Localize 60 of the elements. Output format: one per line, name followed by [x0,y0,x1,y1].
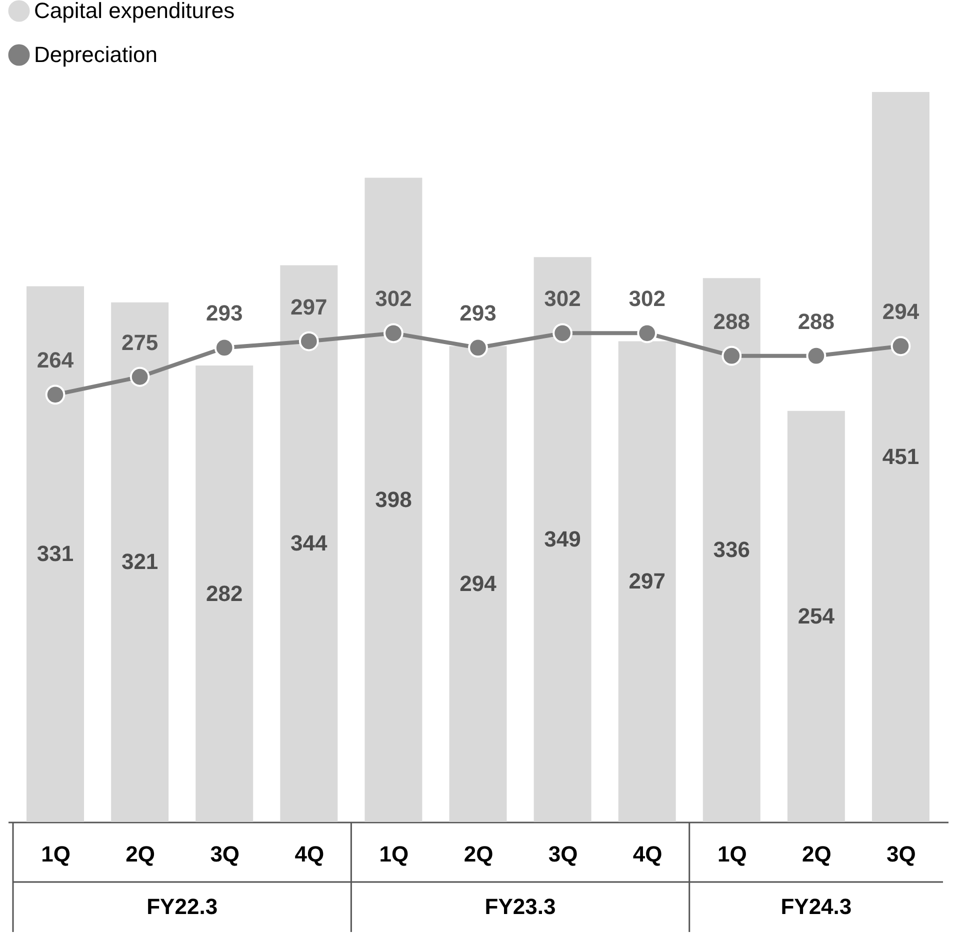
bar [196,366,254,822]
bar [534,257,592,822]
point [806,346,826,366]
legend-label: Capital expenditures [34,0,235,23]
data-label: 254 [798,603,836,628]
point [214,338,234,358]
text: FY22.3 [146,894,218,919]
bar [618,341,676,822]
bar [787,410,845,822]
text: FY23.3 [484,894,556,919]
point [468,338,488,358]
data-label: 288 [798,308,835,334]
x-tick-label: 3Q [886,842,916,866]
point [298,331,319,352]
legend-label: Depreciation [34,42,158,67]
x-tick-label: 2Q [802,842,832,866]
data-label: 264 [36,348,74,373]
bar [872,92,930,822]
point [130,366,150,387]
data-label: 275 [121,330,158,355]
x-tick-label: 1Q [41,842,70,866]
bar [111,302,169,822]
point [384,323,404,344]
point [45,384,66,405]
data-label: 344 [290,530,328,556]
data-label: 288 [713,308,750,334]
data-label: 398 [375,486,412,512]
data-label: 293 [206,300,243,326]
data-label: 282 [206,580,243,606]
x-tick-label: 1Q [717,842,747,866]
point [637,323,658,344]
data-label: 297 [290,294,328,320]
bar [449,346,507,822]
data-label: 336 [713,537,750,562]
x-tick-label: 4Q [294,842,324,866]
point [890,336,911,356]
point [722,346,742,366]
data-label: 321 [121,549,158,574]
x-tick-label: 3Q [210,842,240,866]
data-label: 293 [460,300,496,326]
text: FY24.3 [780,894,852,919]
data-label: 297 [628,568,666,594]
bar [364,178,422,822]
bar [280,265,338,822]
data-label: 331 [36,541,74,566]
x-tick-label: 1Q [379,842,409,866]
bar [26,286,84,822]
x-tick-label: 4Q [632,842,662,866]
point [552,323,572,344]
x-tick-label: 2Q [126,842,155,866]
data-label: 349 [544,526,581,552]
data-label: 451 [882,444,920,469]
data-label: 302 [544,286,581,312]
data-label: 294 [882,299,920,324]
x-tick-label: 3Q [548,842,578,866]
bar [702,278,760,822]
data-label: 302 [375,286,412,312]
x-tick-label: 2Q [464,842,494,866]
data-label: 302 [628,286,666,312]
data-label: 294 [460,571,498,596]
